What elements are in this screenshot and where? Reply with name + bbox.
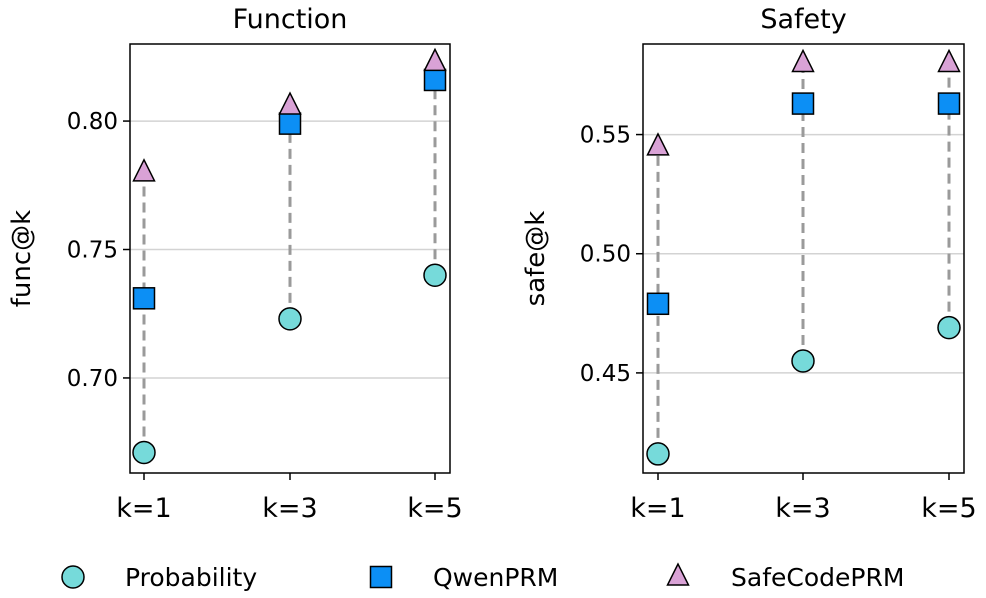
legend-safecodeprm-label: SafeCodePRM xyxy=(731,563,904,592)
function-y-ticks: 0.70 0.75 0.80 xyxy=(67,109,130,392)
function-title: Function xyxy=(233,4,348,35)
safety-probability-point-k-5 xyxy=(938,317,960,339)
safety-probability-point-k-1 xyxy=(647,443,669,465)
legend-probability-label: Probability xyxy=(125,563,257,592)
function-x-tick-label: k=5 xyxy=(407,493,462,524)
legend-probability-marker xyxy=(62,566,84,588)
function-probability-point-k-1 xyxy=(133,441,155,463)
function-safecodeprm-point-k-3 xyxy=(280,93,301,114)
function-safecodeprm-point-k-5 xyxy=(425,49,446,70)
function-probability-point-k-3 xyxy=(279,308,301,330)
legend-safecodeprm-marker xyxy=(668,564,689,585)
safety-qwenprm-point-k-1 xyxy=(648,293,669,314)
safety-x-tick-label: k=3 xyxy=(775,493,830,524)
function-x-tick-label: k=3 xyxy=(262,493,317,524)
safety-x-tick-label: k=1 xyxy=(630,493,685,524)
legend: Probability QwenPRM SafeCodePRM xyxy=(62,563,904,592)
safety-safecodeprm-point-k-5 xyxy=(939,50,960,71)
function-panel: 0.70 0.75 0.80 k=1 k=3 k=5 Function func@k xyxy=(7,4,463,524)
legend-qwenprm-marker xyxy=(371,567,392,588)
safety-y-label: safe@k xyxy=(521,211,551,307)
legend-qwenprm-label: QwenPRM xyxy=(433,563,558,592)
function-markers xyxy=(133,49,446,463)
safety-title: Safety xyxy=(760,4,846,35)
function-qwenprm-point-k-5 xyxy=(425,69,446,90)
function-y-tick-label: 0.70 xyxy=(67,366,118,392)
function-x-ticks: k=1 k=3 k=5 xyxy=(116,473,462,524)
safety-safecodeprm-point-k-1 xyxy=(648,134,669,155)
safety-x-tick-label: k=5 xyxy=(921,493,976,524)
safety-y-ticks: 0.45 0.50 0.55 xyxy=(580,123,643,387)
safety-qwenprm-point-k-5 xyxy=(939,93,960,114)
function-probability-point-k-5 xyxy=(424,264,446,286)
function-qwenprm-point-k-3 xyxy=(280,113,301,134)
safety-qwenprm-point-k-3 xyxy=(793,93,814,114)
safety-x-ticks: k=1 k=3 k=5 xyxy=(630,473,976,524)
legend-item-safecodeprm: SafeCodePRM xyxy=(668,563,905,592)
function-x-tick-label: k=1 xyxy=(116,493,171,524)
safety-probability-point-k-3 xyxy=(792,350,814,372)
figure: 0.70 0.75 0.80 k=1 k=3 k=5 Function func@k 0… xyxy=(0,0,986,598)
function-y-tick-label: 0.75 xyxy=(67,238,118,264)
legend-item-probability: Probability xyxy=(62,563,257,592)
safety-panel: 0.45 0.50 0.55 k=1 k=3 k=5 Safety safe@k xyxy=(521,4,977,524)
function-y-tick-label: 0.80 xyxy=(67,109,118,135)
safety-connectors xyxy=(658,63,949,454)
function-qwenprm-point-k-1 xyxy=(134,288,155,309)
function-y-label: func@k xyxy=(7,210,37,307)
safety-safecodeprm-point-k-3 xyxy=(793,50,814,71)
safety-y-tick-label: 0.55 xyxy=(580,123,631,149)
legend-item-qwenprm: QwenPRM xyxy=(371,563,559,592)
function-safecodeprm-point-k-1 xyxy=(134,160,155,181)
safety-y-tick-label: 0.50 xyxy=(580,242,631,268)
safety-y-tick-label: 0.45 xyxy=(580,361,631,387)
